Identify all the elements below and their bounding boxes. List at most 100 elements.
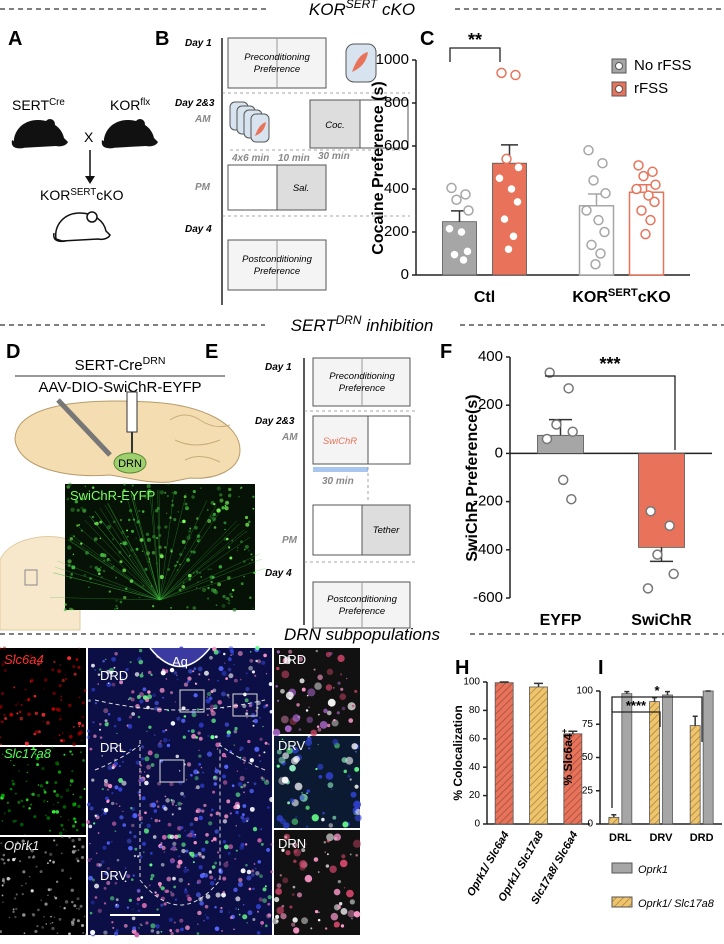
cell (13, 764, 15, 767)
cell (157, 781, 161, 786)
y-axis-label: Cocaine Preference (s) (370, 81, 387, 254)
cell (89, 802, 91, 805)
cell (141, 510, 145, 513)
region-label: Aq (172, 654, 188, 669)
cell (186, 558, 190, 562)
cell (81, 823, 85, 827)
cell (31, 792, 35, 797)
cell (101, 788, 104, 791)
cell (346, 889, 354, 898)
cell (39, 870, 43, 874)
cell (198, 815, 204, 821)
cell (139, 778, 144, 783)
cell (13, 686, 16, 689)
cell (137, 813, 142, 817)
text-part: cKO (638, 289, 671, 306)
data-point (460, 189, 471, 200)
cell (36, 662, 40, 666)
cell (180, 521, 182, 524)
cell (240, 486, 243, 489)
cell (139, 821, 143, 825)
cell (146, 490, 151, 496)
cell (30, 803, 33, 806)
cell (45, 814, 47, 817)
cell (198, 749, 200, 751)
cell (88, 875, 93, 881)
y-tick-label: 400 (478, 348, 503, 365)
cell (134, 932, 140, 938)
cell (319, 721, 328, 729)
cell (181, 842, 186, 847)
cell (158, 534, 162, 537)
cell (235, 907, 238, 910)
cell (212, 837, 217, 841)
cell (276, 749, 282, 755)
cell (242, 804, 247, 808)
cell (144, 811, 147, 815)
cell (44, 902, 48, 906)
axon (88, 515, 161, 601)
data-point (544, 367, 555, 378)
cell (106, 788, 110, 791)
cell (221, 670, 227, 676)
cell (49, 852, 53, 857)
cell (326, 833, 334, 842)
cell (44, 851, 47, 854)
cell (64, 674, 67, 676)
cell (221, 691, 226, 697)
cell (71, 770, 74, 773)
cell (61, 836, 64, 839)
region-label: DRN (118, 458, 142, 470)
cell (24, 688, 27, 691)
cell (317, 674, 323, 681)
cell (232, 607, 237, 612)
cell (77, 907, 81, 911)
cell (131, 690, 135, 694)
cell (229, 812, 232, 815)
cell (292, 714, 301, 722)
cell (138, 509, 141, 512)
cell (220, 906, 223, 910)
cell (180, 826, 184, 830)
cell (136, 897, 141, 902)
cell (243, 783, 247, 787)
cell (172, 876, 176, 881)
cell (310, 729, 318, 737)
cell (29, 847, 32, 849)
cell (226, 693, 230, 697)
data-point (640, 228, 651, 240)
cell (221, 929, 224, 932)
cell (264, 924, 268, 928)
cell (189, 822, 194, 827)
cell (212, 512, 216, 517)
cell (41, 926, 45, 929)
cell (195, 587, 198, 589)
cell (270, 870, 274, 874)
cell (298, 656, 303, 662)
cell (187, 883, 190, 886)
cell (325, 864, 330, 868)
cell (175, 804, 177, 807)
cell (245, 863, 248, 867)
cell (89, 911, 93, 915)
cell (275, 914, 280, 919)
cell (227, 546, 231, 549)
cell (86, 820, 90, 824)
cell (143, 771, 146, 773)
cell (239, 758, 242, 761)
cell (246, 922, 249, 924)
cell (206, 597, 210, 600)
cell (213, 776, 217, 779)
cell (67, 732, 70, 734)
cell (72, 918, 76, 921)
cell (1, 884, 4, 887)
cell (252, 495, 255, 498)
cell (74, 849, 77, 853)
cell (158, 819, 161, 822)
cell (103, 778, 108, 783)
cell (168, 917, 174, 923)
day-label: Day 4 (185, 224, 212, 235)
cell (159, 490, 164, 495)
cell (55, 707, 59, 712)
time-label: 30 min (322, 476, 354, 487)
